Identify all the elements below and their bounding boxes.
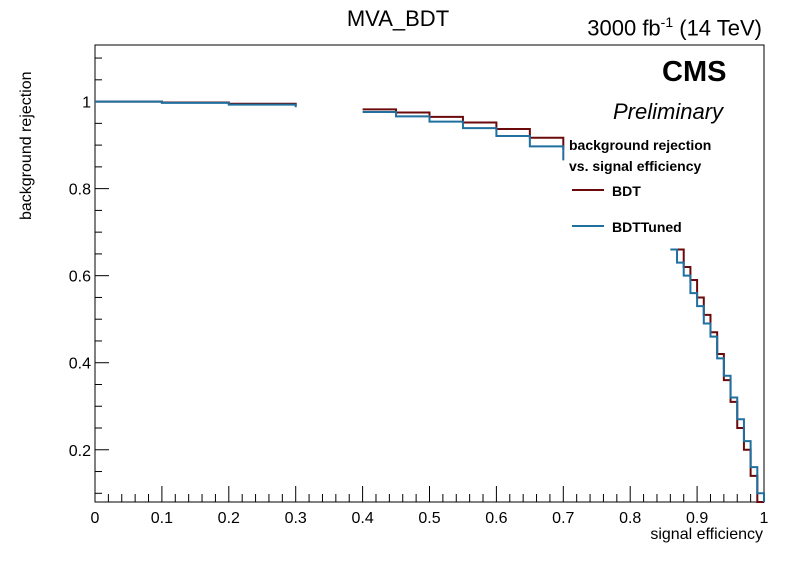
x-tick-label: 0.9 (686, 510, 708, 527)
x-tick-label: 0.8 (619, 510, 641, 527)
x-tick-label: 0.4 (351, 510, 373, 527)
legend-marks (572, 189, 604, 227)
legend-entry-bdttuned: BDTTuned (612, 219, 682, 235)
x-tick-label: 0.2 (218, 510, 240, 527)
series-line-bdttuned (670, 248, 765, 502)
y-tick-label: 0.8 (69, 182, 91, 199)
series-line-bdt (362, 108, 565, 150)
y-tick-label: 0.6 (69, 269, 91, 286)
series-layer (95, 100, 765, 503)
tick-labels: 0 0.1 0.2 0.3 0.4 0.5 0.6 0.7 0.8 0.9 1 0.2 0.4 0.6 0.… (69, 95, 769, 527)
series-line-bdttuned (95, 100, 297, 108)
axis-ticks (94, 57, 765, 502)
preliminary-label: Preliminary (613, 99, 724, 124)
legend-header-line2: vs. signal efficiency (569, 158, 702, 174)
x-tick-label: 0.5 (418, 510, 440, 527)
y-tick-label: 1 (82, 95, 91, 112)
lumi-energy: (14 TeV) (679, 15, 762, 41)
x-tick-label: 0.7 (552, 510, 574, 527)
series-line-bdttuned (362, 111, 565, 161)
legend-header-line1: background rejection (569, 137, 712, 153)
y-tick-label: 0.4 (69, 356, 91, 373)
luminosity-label: 3000 fb-1 (14 TeV) (587, 14, 762, 41)
x-tick-label: 1 (760, 510, 769, 527)
x-tick-label: 0 (91, 510, 100, 527)
legend-entry-bdt: BDT (612, 183, 641, 199)
x-tick-label: 0.1 (151, 510, 173, 527)
x-tick-label: 0.3 (285, 510, 307, 527)
legend-header: background rejection vs. signal efficien… (569, 135, 711, 177)
cms-label: CMS (662, 56, 727, 88)
x-axis-label: signal efficiency (650, 526, 763, 543)
y-tick-label: 0.2 (69, 443, 91, 460)
y-axis-label: background rejection (18, 71, 35, 220)
chart-title: MVA_BDT (346, 6, 450, 31)
lumi-value: 3000 fb (587, 15, 661, 41)
series-line-bdt (677, 248, 764, 503)
lumi-exponent: -1 (660, 14, 674, 30)
x-tick-label: 0.6 (485, 510, 507, 527)
